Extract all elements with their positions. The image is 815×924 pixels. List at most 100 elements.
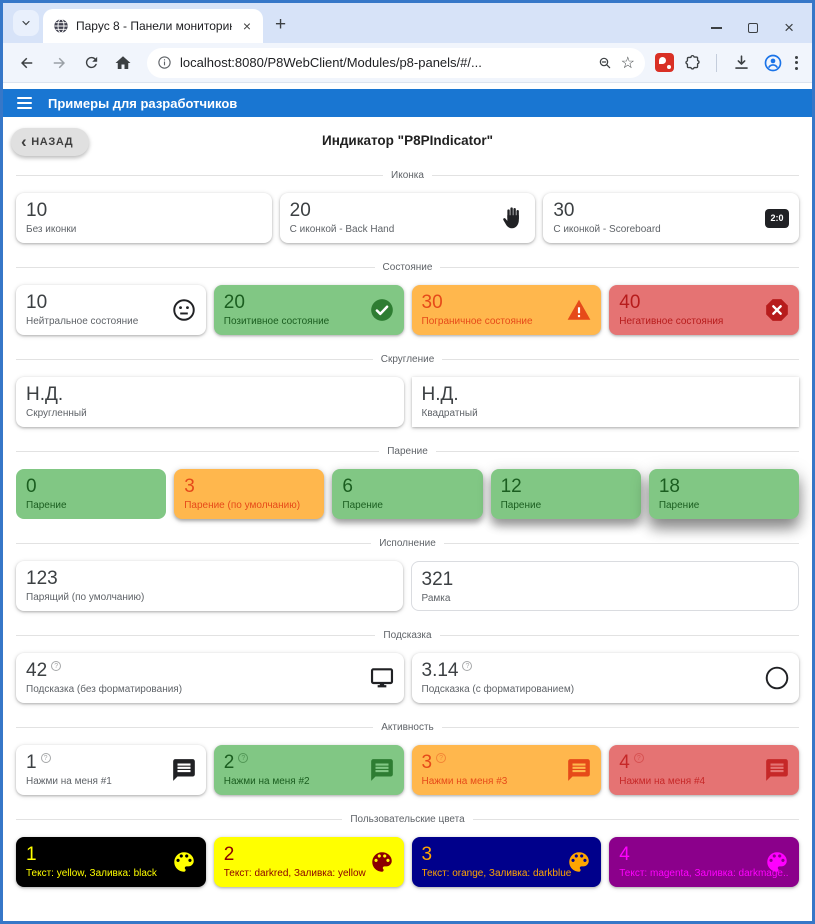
indicator-label: С иконкой - Back Hand: [289, 224, 395, 235]
hamburger-menu-icon[interactable]: [17, 97, 32, 109]
indicator-value: 0: [26, 476, 37, 497]
window-controls: ×: [711, 18, 812, 43]
elevation-row: 0 Парение 3 Парение (по умолчанию) 6 Пар…: [3, 469, 812, 519]
indicator-card-clickable[interactable]: 1? Нажми на меня #1: [16, 745, 206, 795]
browser-home-button[interactable]: [109, 49, 137, 77]
window-maximize-button[interactable]: [748, 23, 759, 33]
maximize-icon: [748, 23, 759, 33]
profile-button[interactable]: [759, 49, 787, 77]
extensions-button[interactable]: [678, 49, 706, 77]
reload-icon: [85, 56, 97, 69]
browser-menu-button[interactable]: [791, 52, 802, 74]
indicator-label: Текст: darkred, Заливка: yellow: [223, 868, 366, 879]
indicator-label: Без иконки: [26, 224, 77, 235]
neutral-face-icon: [171, 297, 197, 323]
indicator-card: 2 Текст: darkred, Заливка: yellow: [213, 837, 404, 887]
indicator-value: 40: [619, 292, 641, 313]
browser-back-button[interactable]: [13, 49, 41, 77]
indicator-card-clickable[interactable]: 2? Нажми на меня #2: [213, 745, 404, 795]
indicator-card: 1 Текст: yellow, Заливка: black: [16, 837, 206, 887]
tab-close-icon[interactable]: ×: [242, 18, 252, 34]
help-badge-icon: ?: [633, 753, 644, 763]
indicator-value: 3: [184, 476, 195, 497]
site-info-icon[interactable]: [157, 55, 172, 70]
indicator-card: 20 Позитивное состояние: [213, 285, 404, 335]
indicator-label: Текст: magenta, Заливка: darkmage...: [619, 868, 789, 879]
indicator-card-clickable[interactable]: 3? Нажми на меня #3: [411, 745, 602, 795]
indicator-card: 40 Негативное состояния: [609, 285, 799, 335]
indicator-label: Квадратный: [421, 408, 478, 419]
indicator-value: 321: [421, 569, 454, 590]
indicator-label: Текст: yellow, Заливка: black: [26, 868, 157, 879]
address-bar[interactable]: localhost:8080/P8WebClient/Modules/p8-pa…: [147, 47, 645, 78]
indicator-value: 20: [289, 200, 311, 221]
indicator-value: 12: [500, 476, 522, 497]
indicator-label: Нажми на меня #1: [26, 776, 112, 787]
app-bar: Примеры для разработчиков: [3, 89, 812, 117]
indicator-value: 18: [658, 476, 680, 497]
section-divider-icons: Иконка: [16, 170, 799, 181]
indicator-label: Скругленный: [26, 408, 87, 419]
indicator-card: 321 Рамка: [410, 561, 799, 611]
browser-tabstrip: Парус 8 - Панели мониторинга × + ×: [3, 3, 812, 43]
indicator-value: 1: [26, 752, 37, 773]
back-button-label: НАЗАД: [31, 136, 74, 148]
icons-row: 10 Без иконки 20 С иконкой - Back Hand 3…: [3, 193, 812, 243]
palette-icon: [171, 849, 197, 875]
profile-icon: [764, 54, 782, 71]
indicator-label: Нажми на меня #3: [421, 776, 508, 787]
section-divider-tooltip: Подсказка: [16, 630, 799, 641]
url-text[interactable]: localhost:8080/P8WebClient/Modules/p8-pa…: [180, 55, 482, 70]
indicator-value: 10: [26, 292, 48, 313]
tab-search-button[interactable]: [13, 10, 39, 36]
help-badge-icon: ?: [238, 753, 249, 763]
indicator-value: 123: [26, 568, 58, 589]
download-icon: [734, 55, 748, 69]
indicator-label: Парение: [342, 500, 383, 511]
indicator-card-clickable[interactable]: 4? Нажми на меня #4: [609, 745, 799, 795]
indicator-value: Н.Д.: [421, 384, 459, 405]
page-topbar: ‹ НАЗАД Индикатор "P8PIndicator": [3, 128, 812, 168]
zoom-out-icon[interactable]: [597, 55, 613, 71]
indicator-label: Нейтральное состояние: [26, 316, 139, 327]
indicator-label: Подсказка (с форматированием): [421, 684, 575, 695]
tab-title: Парус 8 - Панели мониторинга: [76, 19, 232, 33]
indicator-card: 20 С иконкой - Back Hand: [279, 193, 536, 243]
browser-tab[interactable]: Парус 8 - Панели мониторинга ×: [43, 9, 263, 43]
monitor-icon: [369, 665, 395, 691]
window-close-button[interactable]: ×: [784, 18, 794, 37]
browser-toolbar: localhost:8080/P8WebClient/Modules/p8-pa…: [3, 43, 812, 83]
indicator-value: 10: [26, 200, 48, 221]
minimize-icon: [711, 27, 723, 29]
rounding-row: Н.Д. Скругленный Н.Д. Квадратный: [3, 377, 812, 427]
palette-icon: [764, 849, 790, 875]
indicator-card: 3 Парение (по умолчанию): [174, 469, 325, 519]
indicator-label: Позитивное состояние: [223, 316, 330, 327]
indicator-card: 10 Без иконки: [16, 193, 272, 243]
indicator-card: 30 С иконкой - Scoreboard 2:0: [543, 193, 800, 243]
bookmark-star-icon[interactable]: ☆: [620, 54, 635, 72]
indicator-value: 42: [26, 660, 48, 681]
activity-row: 1? Нажми на меня #1 2? Нажми на меня #2 …: [3, 745, 812, 795]
browser-forward-button[interactable]: [45, 49, 73, 77]
indicator-value: 30: [553, 200, 575, 221]
indicator-value: 4: [619, 844, 630, 865]
downloads-button[interactable]: [727, 49, 755, 77]
indicator-value: 2: [223, 844, 235, 865]
extension-red-icon[interactable]: [655, 53, 674, 72]
indicator-card: 6 Парение: [332, 469, 483, 519]
indicator-card: 42? Подсказка (без форматирования): [16, 653, 404, 703]
indicator-value: 3: [421, 844, 433, 865]
home-icon: [115, 55, 131, 69]
window-minimize-button[interactable]: [711, 27, 723, 29]
indicator-label: Парящий (по умолчанию): [26, 592, 145, 603]
help-badge-icon: ?: [462, 661, 473, 671]
new-tab-button[interactable]: +: [275, 14, 287, 35]
indicator-value: 2: [223, 752, 235, 773]
indicator-label: Парение (по умолчанию): [184, 500, 301, 511]
back-button[interactable]: ‹ НАЗАД: [11, 128, 90, 156]
check-circle-icon: [369, 297, 395, 323]
indicator-label: Негативное состояния: [619, 316, 724, 327]
browser-reload-button[interactable]: [77, 49, 105, 77]
tooltip-row: 42? Подсказка (без форматирования) 3.14?…: [3, 653, 812, 703]
